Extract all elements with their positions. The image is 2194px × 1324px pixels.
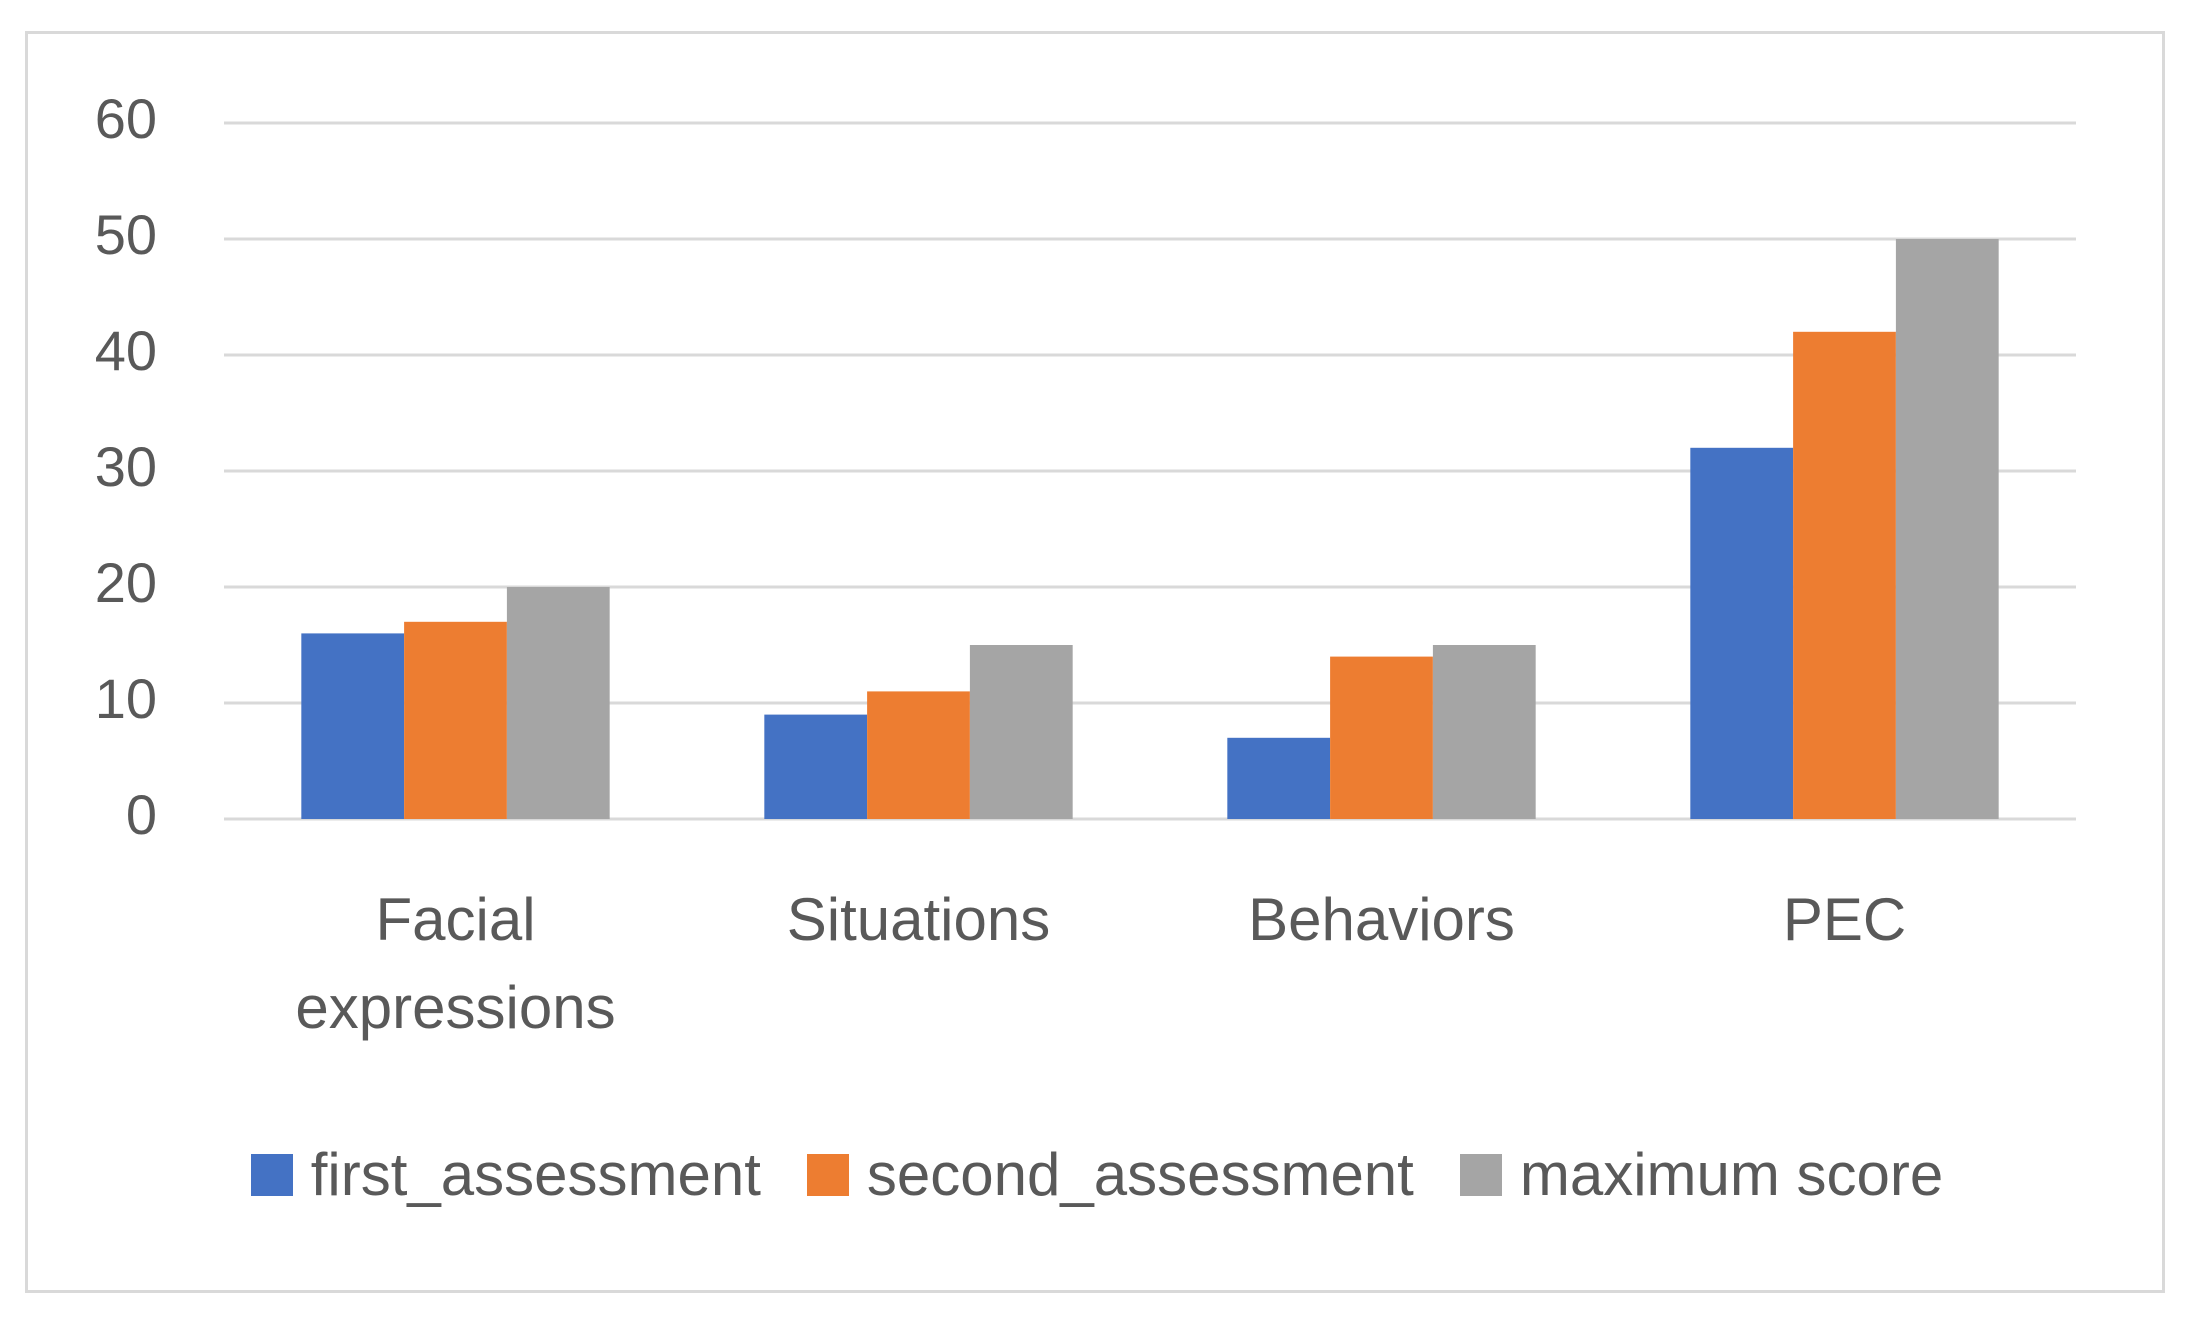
legend-item: second_assessment bbox=[806, 1140, 1414, 1209]
legend-item: maximum score bbox=[1459, 1140, 1944, 1209]
bar bbox=[1227, 737, 1331, 819]
chart-border bbox=[25, 31, 2165, 1293]
y-tick-label: 60 bbox=[95, 87, 157, 150]
x-tick-label: Behaviors bbox=[1248, 886, 1515, 953]
bar bbox=[1330, 656, 1433, 819]
bar bbox=[301, 633, 405, 819]
bar bbox=[506, 587, 610, 819]
bar bbox=[764, 714, 868, 819]
legend-label: maximum score bbox=[1519, 1141, 1944, 1208]
legend-label: first_assessment bbox=[310, 1141, 761, 1208]
x-tick-label: Facial expressions bbox=[295, 886, 616, 1041]
x-tick-label: PEC bbox=[1782, 886, 1907, 953]
y-tick-label: 20 bbox=[95, 551, 157, 614]
legend-swatch bbox=[1459, 1153, 1502, 1196]
y-tick-label: 30 bbox=[95, 435, 157, 498]
legend-item: first_assessment bbox=[250, 1140, 761, 1209]
bar bbox=[867, 691, 970, 819]
y-tick-label: 0 bbox=[126, 783, 157, 846]
bar bbox=[404, 621, 507, 819]
bar bbox=[1432, 645, 1536, 819]
legend-swatch bbox=[806, 1153, 849, 1196]
bar bbox=[1793, 331, 1896, 819]
bar bbox=[969, 645, 1073, 819]
bar bbox=[1690, 447, 1794, 819]
y-tick-label: 40 bbox=[95, 319, 157, 382]
legend: first_assessment second_assessment maximum… bbox=[0, 1140, 2194, 1209]
x-tick-label: Situations bbox=[786, 886, 1051, 953]
legend-swatch bbox=[250, 1153, 293, 1196]
bar bbox=[1895, 239, 1999, 819]
y-tick-label: 10 bbox=[95, 667, 157, 730]
legend-label: second_assessment bbox=[866, 1141, 1414, 1208]
y-tick-label: 50 bbox=[95, 203, 157, 266]
